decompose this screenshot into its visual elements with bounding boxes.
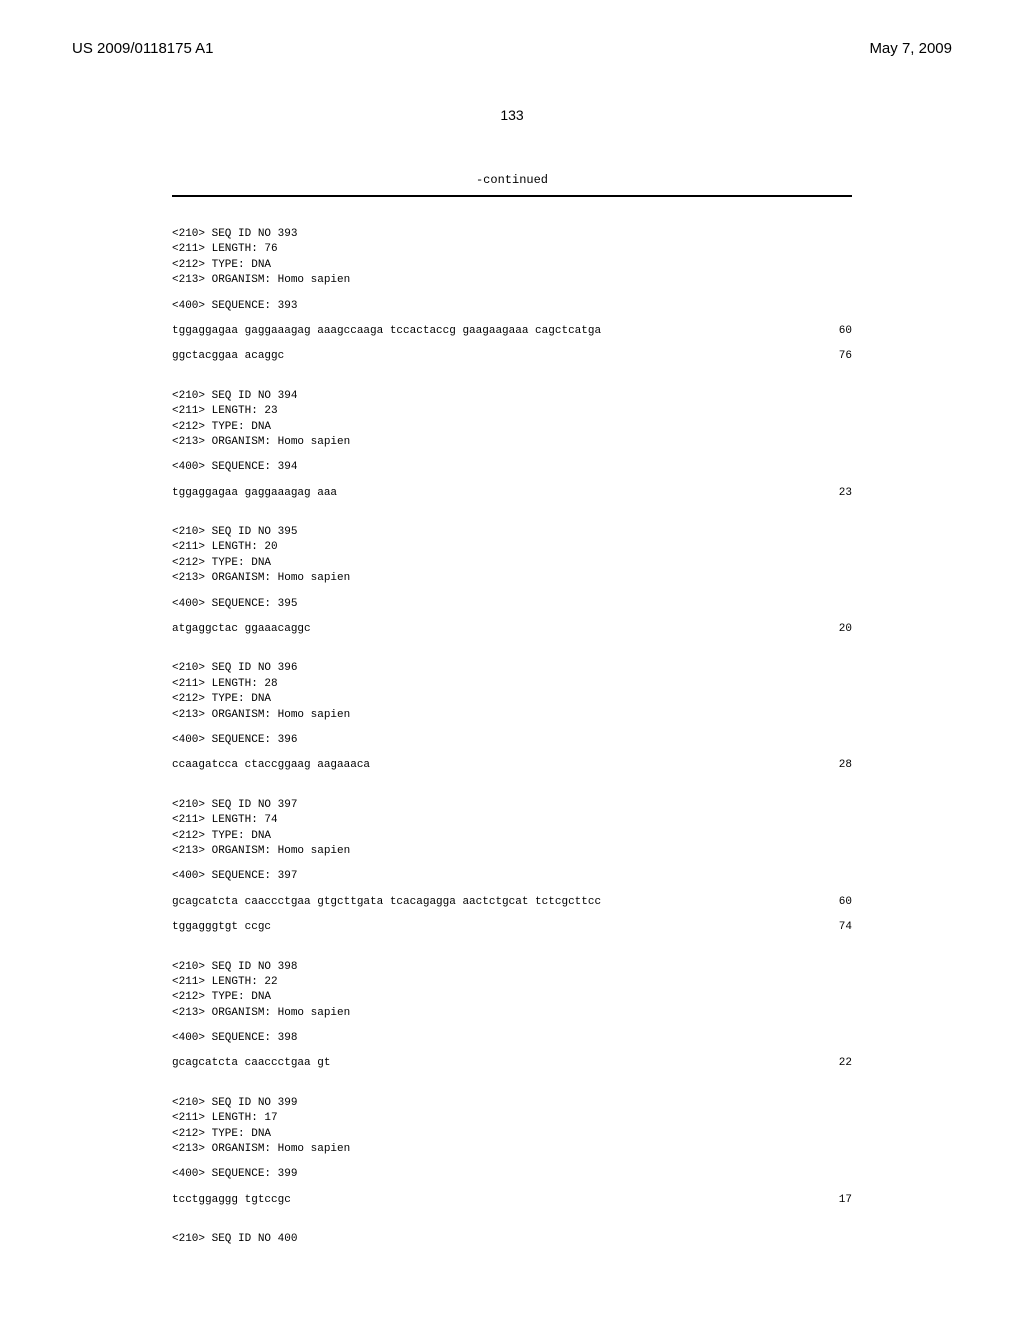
sequence-position: 20 [822,622,852,637]
page-container: US 2009/0118175 A1 May 7, 2009 133 -cont… [0,0,1024,1312]
sequence-position: 60 [822,895,852,910]
seq-meta-line: <212> TYPE: DNA [172,1127,852,1142]
sequence-data-row: ggctacggaa acaggc 76 [172,349,852,364]
sequence-block: <210> SEQ ID NO 393<211> LENGTH: 76<212>… [172,227,852,365]
seq-meta-line: <212> TYPE: DNA [172,829,852,844]
sequence-position: 60 [822,324,852,339]
sequence-label: <400> SEQUENCE: 396 [172,733,852,748]
seq-meta-line: <211> LENGTH: 20 [172,540,852,555]
seq-meta-line: <213> ORGANISM: Homo sapien [172,1006,852,1021]
sequence-data: tcctggaggg tgtccgc [172,1193,291,1208]
sequence-data: ggctacggaa acaggc [172,349,284,364]
sequence-label: <400> SEQUENCE: 399 [172,1167,852,1182]
trailing-block: <210> SEQ ID NO 400 [172,1232,852,1247]
seq-meta-line: <213> ORGANISM: Homo sapien [172,708,852,723]
sequence-block: <210> SEQ ID NO 396<211> LENGTH: 28<212>… [172,661,852,773]
seq-meta-line: <210> SEQ ID NO 394 [172,389,852,404]
seq-meta-line: <212> TYPE: DNA [172,556,852,571]
seq-meta-line: <211> LENGTH: 28 [172,677,852,692]
sequence-position: 76 [822,349,852,364]
sequence-data-row: tggaggagaa gaggaaagag aaagccaaga tccacta… [172,324,852,339]
seq-id-line: <210> SEQ ID NO 400 [172,1232,852,1247]
sequence-data-row: tcctggaggg tgtccgc 17 [172,1193,852,1208]
seq-meta-line: <210> SEQ ID NO 399 [172,1096,852,1111]
sequence-block: <210> SEQ ID NO 398<211> LENGTH: 22<212>… [172,960,852,1072]
seq-meta-line: <213> ORGANISM: Homo sapien [172,1142,852,1157]
sequence-data-row: gcagcatcta caaccctgaa gt 22 [172,1056,852,1071]
publication-date: May 7, 2009 [869,40,952,57]
sequence-label: <400> SEQUENCE: 398 [172,1031,852,1046]
sequence-position: 23 [822,486,852,501]
divider-line [172,195,852,197]
page-number: 133 [72,107,952,123]
publication-number: US 2009/0118175 A1 [72,40,214,57]
seq-meta-line: <210> SEQ ID NO 396 [172,661,852,676]
sequence-data-row: tggaggagaa gaggaaagag aaa 23 [172,486,852,501]
seq-meta-line: <211> LENGTH: 23 [172,404,852,419]
seq-meta-line: <213> ORGANISM: Homo sapien [172,435,852,450]
sequence-data-row: atgaggctac ggaaacaggc 20 [172,622,852,637]
sequence-block: <210> SEQ ID NO 397<211> LENGTH: 74<212>… [172,798,852,936]
sequence-data: gcagcatcta caaccctgaa gtgcttgata tcacaga… [172,895,601,910]
sequence-data-row: ccaagatcca ctaccggaag aagaaaca 28 [172,758,852,773]
sequence-data: tggaggagaa gaggaaagag aaagccaaga tccacta… [172,324,601,339]
seq-meta-line: <213> ORGANISM: Homo sapien [172,844,852,859]
sequence-data-row: gcagcatcta caaccctgaa gtgcttgata tcacaga… [172,895,852,910]
continued-label: -continued [172,173,852,187]
sequence-label: <400> SEQUENCE: 397 [172,869,852,884]
sequence-label: <400> SEQUENCE: 394 [172,460,852,475]
sequence-label: <400> SEQUENCE: 395 [172,597,852,612]
sequence-data-row: tggagggtgt ccgc 74 [172,920,852,935]
seq-meta-line: <212> TYPE: DNA [172,692,852,707]
sequence-position: 17 [822,1193,852,1208]
seq-meta-line: <211> LENGTH: 17 [172,1111,852,1126]
seq-meta-line: <212> TYPE: DNA [172,420,852,435]
continued-wrapper: -continued [172,173,852,187]
sequence-data: tggaggagaa gaggaaagag aaa [172,486,337,501]
sequence-label: <400> SEQUENCE: 393 [172,299,852,314]
sequences-container: <210> SEQ ID NO 393<211> LENGTH: 76<212>… [72,227,952,1208]
sequence-data: atgaggctac ggaaacaggc [172,622,311,637]
sequence-block: <210> SEQ ID NO 395<211> LENGTH: 20<212>… [172,525,852,637]
seq-meta-line: <211> LENGTH: 76 [172,242,852,257]
sequence-block: <210> SEQ ID NO 399<211> LENGTH: 17<212>… [172,1096,852,1208]
sequence-data: gcagcatcta caaccctgaa gt [172,1056,330,1071]
seq-meta-line: <212> TYPE: DNA [172,990,852,1005]
sequence-block: <210> SEQ ID NO 394<211> LENGTH: 23<212>… [172,389,852,501]
seq-meta-line: <213> ORGANISM: Homo sapien [172,273,852,288]
seq-meta-line: <210> SEQ ID NO 398 [172,960,852,975]
seq-meta-line: <212> TYPE: DNA [172,258,852,273]
sequence-data: tggagggtgt ccgc [172,920,271,935]
seq-meta-line: <210> SEQ ID NO 395 [172,525,852,540]
sequence-position: 74 [822,920,852,935]
seq-meta-line: <210> SEQ ID NO 393 [172,227,852,242]
seq-meta-line: <211> LENGTH: 22 [172,975,852,990]
sequence-data: ccaagatcca ctaccggaag aagaaaca [172,758,370,773]
seq-meta-line: <211> LENGTH: 74 [172,813,852,828]
sequence-position: 28 [822,758,852,773]
sequence-position: 22 [822,1056,852,1071]
page-header: US 2009/0118175 A1 May 7, 2009 [72,40,952,57]
seq-meta-line: <213> ORGANISM: Homo sapien [172,571,852,586]
seq-meta-line: <210> SEQ ID NO 397 [172,798,852,813]
